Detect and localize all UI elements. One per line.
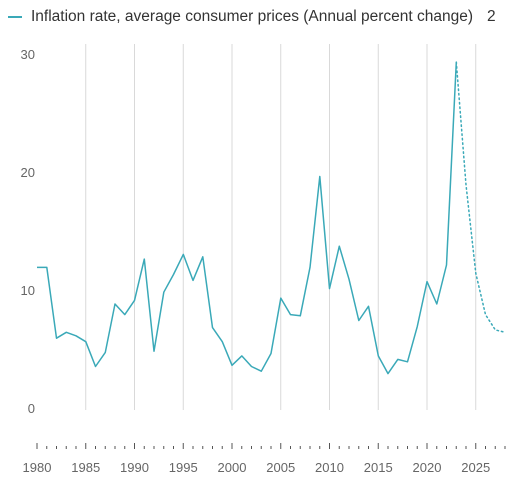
data-point-2010[interactable] bbox=[326, 285, 334, 293]
y-tick-label-20: 20 bbox=[21, 165, 35, 180]
y-axis-labels: 0 10 20 30 bbox=[21, 47, 35, 416]
data-point-2014[interactable] bbox=[365, 302, 373, 310]
data-point-1981[interactable] bbox=[43, 263, 51, 271]
data-point-1982[interactable] bbox=[53, 334, 61, 342]
data-point-1986[interactable] bbox=[92, 363, 100, 371]
data-point-2000[interactable] bbox=[228, 361, 236, 369]
data-point-1989[interactable] bbox=[121, 311, 129, 319]
data-point-2006[interactable] bbox=[287, 311, 295, 319]
x-tick-label-2025: 2025 bbox=[461, 460, 490, 475]
x-tick-label-2005: 2005 bbox=[266, 460, 295, 475]
projection-point-2028[interactable] bbox=[501, 328, 509, 336]
data-point-1992[interactable] bbox=[150, 347, 158, 355]
data-point-2007[interactable] bbox=[296, 312, 304, 320]
data-point-2013[interactable] bbox=[355, 317, 363, 325]
x-tick-label-1980: 1980 bbox=[23, 460, 52, 475]
grid-layer bbox=[85, 44, 477, 410]
projection-point-2027[interactable] bbox=[491, 326, 499, 334]
data-point-2005[interactable] bbox=[277, 294, 285, 302]
series-line[interactable] bbox=[37, 62, 458, 375]
projection-line[interactable] bbox=[455, 61, 506, 334]
data-point-2018[interactable] bbox=[404, 358, 412, 366]
projection-point-2023[interactable] bbox=[452, 58, 460, 66]
data-point-1990[interactable] bbox=[131, 296, 139, 304]
projection-point-2025[interactable] bbox=[472, 269, 480, 277]
data-point-1983[interactable] bbox=[62, 328, 70, 336]
data-point-2019[interactable] bbox=[413, 322, 421, 330]
projection-point-2024[interactable] bbox=[462, 181, 470, 189]
x-tick-label-1995: 1995 bbox=[169, 460, 198, 475]
chart-legend[interactable]: Inflation rate, average consumer prices … bbox=[8, 4, 511, 30]
data-point-1991[interactable] bbox=[140, 255, 148, 263]
data-point-1998[interactable] bbox=[209, 324, 217, 332]
data-point-2002[interactable] bbox=[248, 363, 256, 371]
legend-label: Inflation rate, average consumer prices … bbox=[31, 8, 473, 25]
data-point-1996[interactable] bbox=[189, 276, 197, 284]
data-point-1980[interactable] bbox=[33, 263, 41, 271]
data-point-1999[interactable] bbox=[218, 338, 226, 346]
x-tick-label-2000: 2000 bbox=[218, 460, 247, 475]
data-point-2008[interactable] bbox=[306, 263, 314, 271]
y-tick-label-30: 30 bbox=[21, 47, 35, 62]
y-tick-label-10: 10 bbox=[21, 283, 35, 298]
data-point-2011[interactable] bbox=[335, 242, 343, 250]
data-point-2009[interactable] bbox=[316, 173, 324, 181]
data-point-1987[interactable] bbox=[101, 348, 109, 356]
data-point-2021[interactable] bbox=[433, 300, 441, 308]
data-point-2004[interactable] bbox=[267, 350, 275, 358]
data-point-1995[interactable] bbox=[179, 250, 187, 258]
projection-point-2026[interactable] bbox=[482, 311, 490, 319]
data-point-2003[interactable] bbox=[257, 367, 265, 375]
legend-swatch bbox=[8, 16, 22, 18]
data-point-2015[interactable] bbox=[374, 352, 382, 360]
data-point-2001[interactable] bbox=[238, 352, 246, 360]
x-tick-label-2020: 2020 bbox=[413, 460, 442, 475]
data-point-1993[interactable] bbox=[160, 288, 168, 296]
legend-label-truncated: 2 bbox=[487, 8, 496, 25]
x-tick-label-2015: 2015 bbox=[364, 460, 393, 475]
data-point-1984[interactable] bbox=[72, 332, 80, 340]
data-point-1994[interactable] bbox=[170, 270, 178, 278]
data-point-2017[interactable] bbox=[394, 355, 402, 363]
data-point-1985[interactable] bbox=[82, 338, 90, 346]
x-tick-label-1990: 1990 bbox=[120, 460, 149, 475]
x-tick-label-2010: 2010 bbox=[315, 460, 344, 475]
data-point-2012[interactable] bbox=[345, 275, 353, 283]
data-point-1988[interactable] bbox=[111, 300, 119, 308]
data-point-2022[interactable] bbox=[443, 261, 451, 269]
x-tick-label-1985: 1985 bbox=[71, 460, 100, 475]
data-point-2020[interactable] bbox=[423, 278, 431, 286]
data-point-1997[interactable] bbox=[199, 253, 207, 261]
x-axis: 1980 1985 1990 1995 2000 2005 2010 2015 2020 2025 bbox=[23, 443, 506, 475]
data-point-2016[interactable] bbox=[384, 370, 392, 378]
series-layer bbox=[33, 58, 509, 378]
y-tick-label-0: 0 bbox=[28, 401, 35, 416]
